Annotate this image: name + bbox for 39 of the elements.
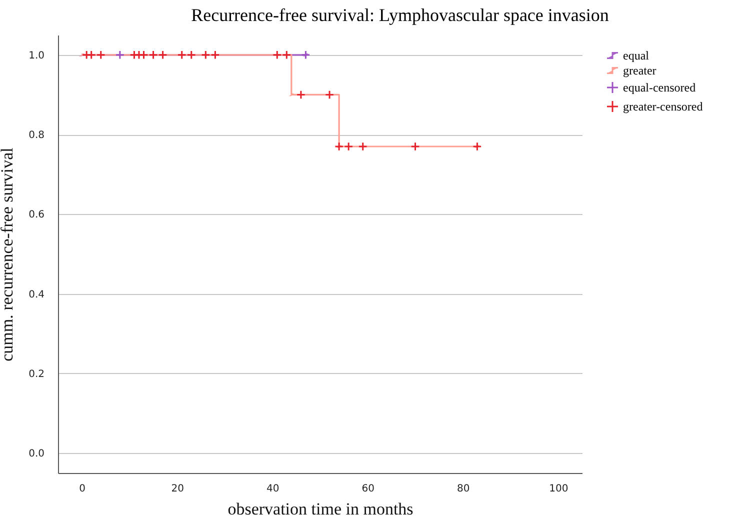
point: [301, 50, 310, 60]
point: [115, 50, 125, 60]
point: [358, 142, 368, 152]
legend-label: equal-censored: [623, 80, 696, 94]
point: [324, 90, 334, 100]
point: [158, 50, 168, 60]
point: [296, 90, 306, 100]
point: [410, 142, 420, 152]
legend-label: greater: [623, 64, 656, 78]
y-tick-label: 0.8: [28, 130, 44, 142]
point: [96, 50, 106, 60]
x-tick-label: 20: [171, 484, 184, 494]
legend-label: greater-censored: [623, 100, 703, 114]
x-tick-label: 100: [549, 484, 568, 494]
point: [139, 50, 148, 60]
point: [272, 50, 282, 60]
y-tick-label: 0.0: [28, 448, 44, 460]
point: [177, 50, 186, 60]
legend-label: equal: [623, 48, 650, 62]
x-tick-label: 60: [362, 484, 375, 494]
point: [472, 142, 482, 152]
x-tick-label: 80: [457, 484, 470, 494]
x-tick-label: 40: [266, 484, 280, 494]
y-tick-label: 0.2: [28, 368, 44, 380]
y-tick-label: 1.0: [28, 50, 44, 62]
point: [201, 50, 210, 60]
point: [148, 50, 158, 60]
point: [86, 50, 96, 60]
point: [334, 142, 344, 152]
x-tick-label: 0: [79, 484, 86, 494]
chart-title: Recurrence-free survival: Lymphovascular space invasion: [191, 5, 609, 25]
y-tick-label: 0.6: [28, 210, 44, 221]
point: [282, 50, 292, 60]
point: [186, 50, 196, 60]
point: [210, 50, 220, 60]
point: [344, 142, 354, 152]
y-tick-label: 0.4: [28, 289, 44, 300]
x-axis-title: observation time in months: [228, 500, 414, 518]
y-axis-title: cumm. recurrence-free survival: [0, 147, 17, 362]
